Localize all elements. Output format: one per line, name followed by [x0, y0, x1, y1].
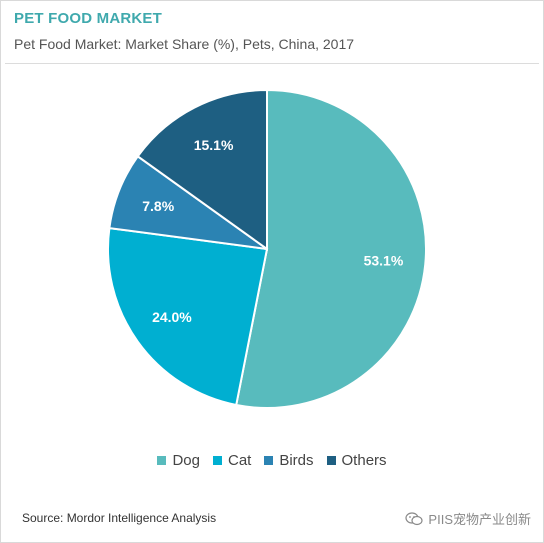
slice-label-dog: 53.1%: [364, 252, 404, 268]
legend: Dog Cat Birds Others: [0, 452, 544, 469]
legend-swatch: [212, 456, 222, 465]
divider: [5, 63, 539, 64]
chart-title: PET FOOD MARKET: [14, 10, 162, 27]
legend-label: Dog: [172, 452, 200, 469]
pie-slice-cat: [107, 226, 269, 407]
slice-label-cat: 24.0%: [152, 309, 192, 325]
pie-slice-others: [136, 88, 268, 251]
legend-item-others: Others: [326, 452, 387, 469]
legend-item-cat: Cat: [212, 452, 252, 469]
legend-swatch: [264, 456, 274, 465]
watermark: PIIS宠物产业创新: [405, 509, 531, 528]
wechat-icon: [405, 511, 424, 525]
slice-label-others: 15.1%: [194, 137, 234, 153]
pie-slice-dog: [235, 88, 428, 409]
slice-label-birds: 7.8%: [142, 198, 174, 214]
pie-slices: [107, 88, 428, 409]
legend-label: Others: [341, 452, 387, 469]
pie-labels: 53.1% 24.0% 7.8% 15.1%: [142, 137, 404, 325]
legend-item-dog: Dog: [157, 452, 200, 469]
chart-subtitle: Pet Food Market: Market Share (%), Pets,…: [14, 36, 355, 52]
legend-item-birds: Birds: [264, 452, 314, 469]
legend-swatch: [157, 456, 167, 465]
legend-swatch: [326, 456, 336, 465]
legend-label: Cat: [227, 452, 252, 469]
source-note: Source: Mordor Intelligence Analysis: [22, 511, 217, 525]
legend-label: Birds: [279, 452, 314, 469]
watermark-text: PIIS宠物产业创新: [428, 512, 531, 527]
